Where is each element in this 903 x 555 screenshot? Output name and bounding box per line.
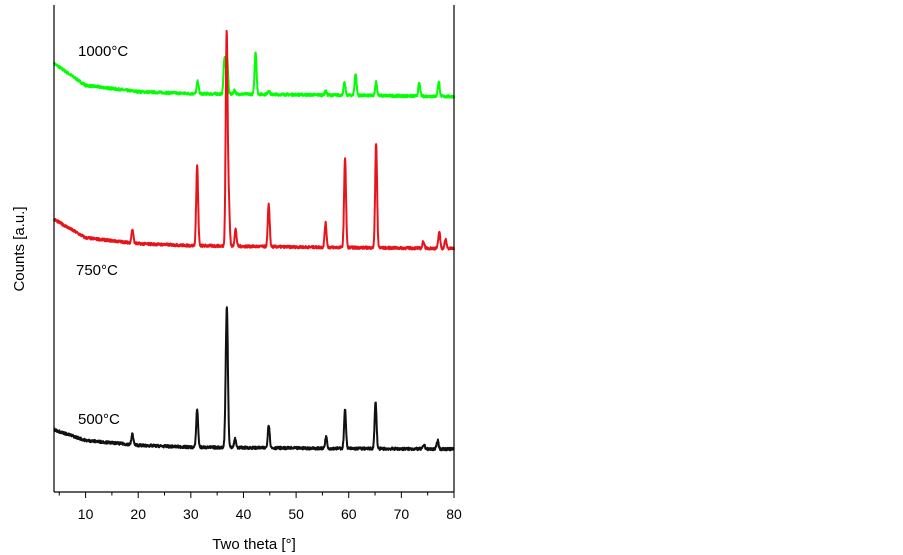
x-tick-label: 60	[341, 506, 357, 522]
series-lines	[53, 29, 455, 452]
x-tick-label: 70	[394, 506, 410, 522]
x-tick-label: 50	[288, 506, 304, 522]
x-axis-label: Two theta [°]	[212, 536, 296, 553]
y-axis-label: Counts [a.u.]	[11, 206, 28, 291]
axes	[53, 5, 455, 493]
series-label: 500°C	[78, 411, 120, 428]
series-line-0	[53, 51, 455, 99]
x-tick-label: 40	[236, 506, 252, 522]
x-tick-label: 30	[183, 506, 199, 522]
x-tick-label: 10	[78, 506, 94, 522]
series-line-1	[53, 29, 455, 251]
x-tick-label: 80	[446, 506, 462, 522]
series-labels: 1000°C 750°C 500°C	[76, 43, 128, 428]
x-ticks: 10 20 30 40 50 60 70 80	[58, 492, 462, 522]
x-tick-label: 20	[130, 506, 146, 522]
series-label: 1000°C	[78, 43, 128, 60]
series-line-2	[53, 306, 455, 452]
series-label: 750°C	[76, 262, 118, 279]
